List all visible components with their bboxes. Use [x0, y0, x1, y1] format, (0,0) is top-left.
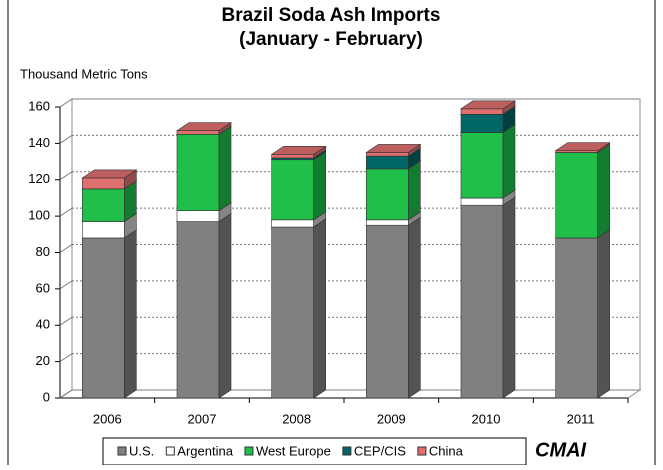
- y-tick-label: 0: [43, 389, 50, 404]
- legend-swatch: [165, 446, 175, 456]
- bar-segment: [365, 216, 422, 399]
- bar-segment: [365, 160, 422, 221]
- grid-line: [59, 171, 73, 181]
- bar-side: [313, 218, 326, 399]
- grid-line: [59, 316, 73, 326]
- bar-front: [366, 155, 409, 170]
- bar-front: [82, 221, 125, 239]
- bar-front: [176, 130, 220, 135]
- bar-front: [555, 237, 598, 399]
- bar-segment: [81, 169, 138, 190]
- bar-side: [502, 123, 516, 199]
- legend-swatch: [244, 446, 254, 456]
- y-tick-label: 120: [28, 171, 50, 186]
- bar-top: [460, 100, 516, 110]
- chart-title: Brazil Soda Ash Imports: [222, 5, 441, 26]
- y-axis-label: Thousand Metric Tons: [20, 66, 148, 81]
- bar-segment: [81, 229, 138, 399]
- grid-line: [59, 244, 73, 253]
- legend-label: U.S.: [129, 443, 154, 458]
- bar-front: [271, 219, 314, 228]
- x-tick-label: 2009: [377, 411, 406, 426]
- y-tick-label: 100: [28, 208, 50, 223]
- bar-front: [82, 177, 125, 190]
- bar-side: [408, 216, 421, 399]
- floor: [58, 389, 642, 399]
- x-tick-label: 2006: [93, 411, 122, 426]
- chart-subtitle: (January - February): [239, 29, 423, 50]
- bar-front: [366, 168, 409, 221]
- bar-front: [366, 219, 409, 226]
- y-tick-label: 140: [28, 135, 50, 150]
- legend-swatch: [342, 446, 352, 456]
- bar-top: [270, 145, 327, 155]
- bar-segment: [270, 145, 327, 159]
- bar-front: [82, 237, 125, 399]
- bar-top: [554, 142, 611, 151]
- legend-label: West Europe: [256, 443, 331, 458]
- legend-label: CEP/CIS: [354, 443, 406, 458]
- bar-front: [460, 204, 504, 399]
- bar-front: [460, 108, 504, 115]
- bar-side: [218, 125, 232, 212]
- bar-front: [176, 210, 220, 222]
- bar-side: [597, 143, 610, 239]
- bar-segment: [554, 143, 611, 239]
- grid-line: [59, 207, 73, 217]
- bar-segment: [176, 213, 232, 399]
- bar-segment: [176, 125, 232, 212]
- bar-segment: [554, 229, 611, 399]
- bar-front: [460, 132, 504, 199]
- bar-front: [176, 221, 220, 399]
- x-tick-label: 2010: [472, 411, 501, 426]
- y-tick-label: 40: [36, 317, 50, 332]
- bar-front: [271, 159, 314, 221]
- legend-swatch: [417, 446, 427, 456]
- bar-side: [408, 160, 421, 221]
- bar-front: [460, 113, 504, 133]
- bar-segment: [460, 123, 516, 199]
- logo: CMAI: [535, 439, 587, 461]
- bar-side: [124, 229, 137, 399]
- bar-segment: [460, 196, 516, 399]
- bar-front: [366, 152, 409, 157]
- bar-front: [82, 188, 125, 222]
- bar-top: [176, 122, 232, 131]
- bar-front: [366, 224, 409, 399]
- bar-side: [218, 213, 232, 399]
- y-tick-label: 80: [36, 244, 50, 259]
- legend-swatch: [117, 446, 127, 456]
- legend-label: Argentina: [177, 443, 233, 458]
- bar-side: [313, 151, 326, 221]
- bar-front: [176, 133, 220, 211]
- grid-line: [59, 353, 73, 363]
- bar-segment: [365, 143, 422, 157]
- y-tick-label: 60: [36, 280, 50, 295]
- bar-front: [271, 153, 314, 159]
- bar-segment: [460, 100, 516, 115]
- bar-front: [555, 152, 598, 239]
- bar-segment: [270, 151, 327, 221]
- bar-front: [460, 197, 504, 206]
- grid-line: [59, 389, 73, 399]
- bar-front: [271, 226, 314, 399]
- bar-side: [502, 196, 516, 399]
- y-tick-label: 20: [36, 353, 50, 368]
- bar-segment: [554, 142, 611, 154]
- bar-side: [597, 229, 610, 399]
- y-tick-label: 160: [28, 98, 50, 113]
- bar-segment: [176, 122, 232, 135]
- grid-line: [59, 280, 73, 290]
- grid-line: [59, 98, 73, 108]
- x-tick-label: 2011: [567, 411, 595, 426]
- x-tick-label: 2007: [188, 411, 217, 426]
- bar-top: [81, 169, 138, 179]
- grid-line: [59, 134, 73, 144]
- bar-top: [365, 144, 422, 153]
- legend-label: China: [429, 443, 464, 458]
- bar-segment: [270, 218, 327, 399]
- x-tick-label: 2008: [282, 411, 311, 426]
